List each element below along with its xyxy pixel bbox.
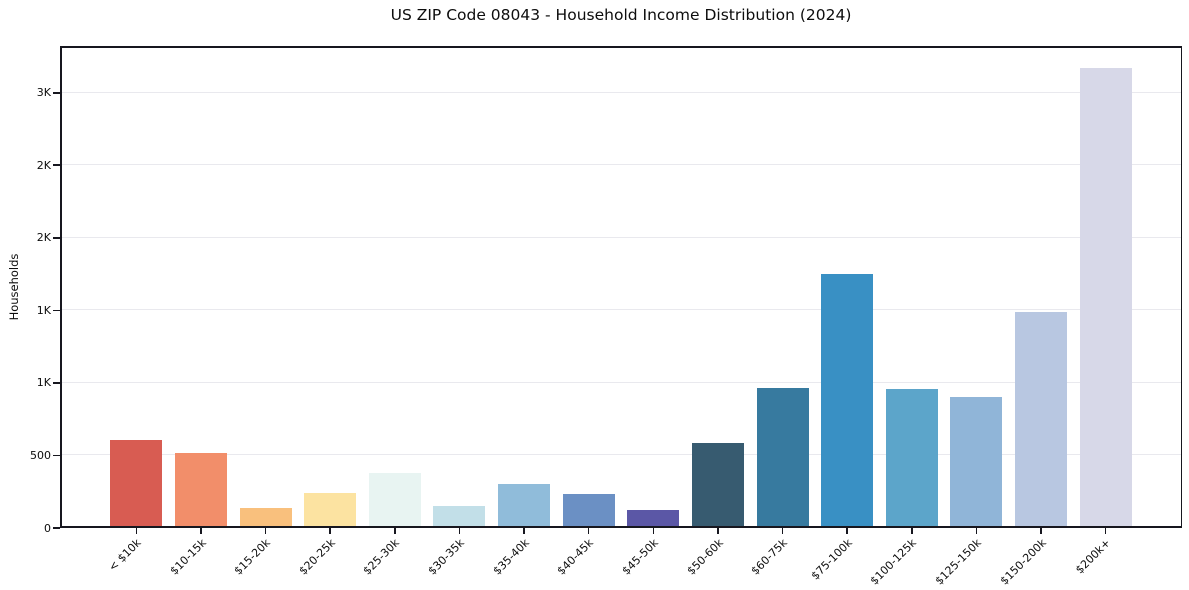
bar-200k [1079, 68, 1132, 528]
x-tick-mark [587, 528, 590, 534]
x-tick-mark [523, 528, 525, 534]
gridline-2K [60, 164, 1182, 166]
y-tick-label: 1K [36, 303, 51, 317]
bar-30-35k [433, 506, 486, 528]
x-tick-mark [458, 528, 461, 534]
x-tick-mark [329, 528, 331, 534]
x-tick-label: $50-60k [684, 536, 726, 578]
x-tick-label: $60-75k [748, 536, 791, 578]
axis-spine-left [60, 46, 62, 528]
axis-spine-top [60, 46, 1182, 48]
bar-20-25k [304, 493, 357, 528]
bar-150-200k [1015, 311, 1068, 528]
y-tick-mark [53, 382, 60, 384]
bar-25-30k [368, 472, 421, 528]
x-tick-label: $25-30k [361, 536, 403, 578]
y-axis-tick-labels: 0 500 1K 1K 2K 2K 3K [0, 46, 51, 534]
bar-100-125k [885, 389, 938, 528]
y-tick-label: 2K [36, 158, 51, 172]
y-tick-label: 0 [44, 521, 51, 535]
x-tick-label: $200k+ [1073, 536, 1114, 577]
y-tick-mark [53, 237, 60, 239]
x-tick-label: $100-125k [868, 536, 920, 588]
y-tick-label: 1K [36, 376, 51, 390]
axis-spine-bottom [60, 526, 1182, 528]
bar-45-50k [627, 509, 680, 528]
x-tick-label: < $10k [106, 536, 144, 574]
x-tick-label: $30-35k [425, 536, 467, 578]
bar-15-20k [239, 508, 292, 528]
gridline-2K [60, 236, 1182, 238]
x-tick-label: $75-100k [808, 536, 855, 583]
x-tick-label: $125-150k [932, 536, 984, 588]
x-tick-mark [975, 528, 978, 534]
x-tick-mark [135, 528, 138, 534]
bar-60-75k [756, 388, 809, 528]
x-tick-mark [911, 528, 913, 534]
bar-35-40k [498, 483, 551, 528]
x-tick-mark [394, 528, 396, 534]
gridline-500 [60, 454, 1182, 456]
gridline-1K [60, 381, 1182, 383]
x-tick-label: $45-50k [619, 536, 661, 578]
y-tick-mark [53, 164, 60, 167]
x-tick-label: $35-40k [490, 536, 532, 578]
y-tick-label: 2K [36, 231, 51, 245]
x-tick-label: $40-45k [554, 536, 597, 578]
x-tick-mark [846, 528, 848, 534]
x-tick-mark [1104, 528, 1107, 534]
y-tick-mark [53, 91, 60, 94]
x-axis-tick-labels: < $10k $10-15k $15-20k $20-25k $25-30k $30-35… [60, 536, 1182, 590]
y-tick-label: 3K [36, 86, 51, 100]
plot-area [53, 46, 1182, 534]
bar-125-150k [950, 397, 1003, 528]
x-tick-mark [717, 528, 719, 534]
chart-title: US ZIP Code 08043 - Household Income Dis… [390, 6, 852, 24]
bar-50-60k [691, 443, 744, 528]
y-tick-mark [53, 454, 60, 457]
bar-10k [110, 439, 163, 528]
x-tick-mark [1040, 528, 1042, 534]
y-tick-label: 500 [30, 448, 51, 462]
gridline-1K [60, 309, 1182, 311]
y-tick-mark [53, 309, 60, 312]
x-tick-label: $15-20k [231, 536, 274, 578]
x-tick-label: $150-200k [997, 536, 1049, 588]
gridline-3K [60, 91, 1182, 93]
y-tick-mark [53, 527, 60, 529]
x-tick-mark [781, 528, 784, 534]
bar-75-100k [821, 274, 874, 528]
bar-10-15k [174, 453, 227, 528]
x-tick-mark [264, 528, 267, 534]
axis-spine-right [1180, 46, 1182, 528]
x-tick-mark [652, 528, 655, 534]
x-tick-mark [200, 528, 202, 534]
bar-40-45k [562, 493, 615, 528]
x-tick-label: $10-15k [167, 536, 209, 578]
x-tick-label: $20-25k [296, 536, 338, 578]
